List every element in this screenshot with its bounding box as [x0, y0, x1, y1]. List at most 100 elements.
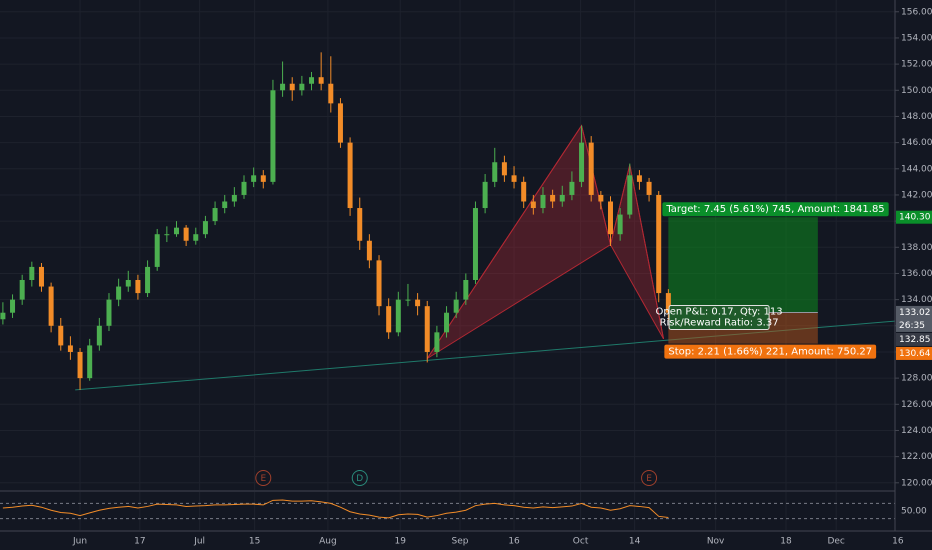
candle-body	[482, 181, 488, 209]
candle-body	[10, 299, 16, 313]
price-label: 130.64	[899, 349, 931, 359]
candle-body	[289, 83, 295, 91]
candle-body	[154, 234, 160, 267]
x-tick-label: Aug	[319, 537, 337, 547]
candle-body	[395, 299, 401, 333]
y-tick-label: 142.00	[901, 190, 932, 200]
candle-body	[106, 299, 112, 326]
x-tick-label: 16	[508, 537, 520, 547]
y-tick-label: 134.00	[901, 295, 932, 305]
price-label: 140.30	[899, 213, 931, 223]
y-tick-label: 144.00	[901, 164, 932, 174]
candle-body	[0, 312, 6, 320]
x-tick-label: 15	[249, 537, 260, 547]
y-tick-label: 146.00	[901, 138, 932, 148]
candle-body	[588, 142, 594, 195]
price-label-bg	[896, 346, 932, 360]
price-label: 132.85	[899, 335, 931, 345]
x-tick-label: 16	[892, 537, 904, 547]
candle-body	[318, 77, 324, 84]
candle-body	[540, 194, 546, 209]
y-tick-label: 150.00	[901, 86, 932, 96]
target-zone	[668, 217, 818, 313]
candle-body	[376, 260, 382, 307]
candle-body	[627, 175, 633, 215]
candle-body	[77, 351, 83, 379]
x-tick-label: Dec	[827, 537, 844, 547]
x-tick-label: 18	[780, 537, 792, 547]
pnl-label-bg	[668, 304, 770, 330]
event-marker	[255, 470, 272, 486]
candle-body	[38, 266, 44, 287]
candle-body	[299, 83, 305, 91]
candle-body	[405, 299, 411, 301]
time-axis-bg	[0, 531, 932, 550]
candle-body	[415, 299, 421, 307]
target-label: Target: 7.45 (5.61%) 745, Amount: 1841.8…	[665, 204, 884, 215]
candle-body	[434, 332, 440, 352]
price-axis-bg	[895, 0, 932, 531]
candle-body	[87, 345, 93, 379]
candle-body	[58, 325, 64, 346]
candle-body	[511, 175, 517, 182]
x-tick-label: 19	[395, 537, 407, 547]
event-marker	[641, 470, 658, 486]
y-tick-label: 138.00	[901, 243, 932, 253]
candle-body	[424, 306, 430, 352]
candle-body	[309, 77, 315, 84]
candle-body	[328, 83, 334, 104]
candle-body	[222, 201, 228, 209]
x-tick-label: 17	[134, 537, 145, 547]
candle-body	[530, 201, 536, 209]
osc-tick-label: 50.00	[901, 507, 927, 517]
candle-body	[569, 181, 575, 195]
candle-body	[135, 280, 141, 294]
x-tick-label: 14	[629, 537, 641, 547]
candle-body	[337, 103, 343, 143]
y-tick-label: 136.00	[901, 269, 932, 279]
countdown-label: 26:35	[899, 321, 925, 331]
candle-body	[521, 181, 527, 202]
candle-body	[347, 142, 353, 209]
candle-body	[164, 234, 170, 236]
candle-body	[193, 234, 199, 241]
y-tick-label: 154.00	[901, 33, 932, 43]
stop-label-bg	[664, 344, 877, 359]
candle-body	[472, 208, 478, 280]
event-marker	[351, 470, 368, 486]
pnl-label: Open P&L: 0.17, Qty: 113	[656, 306, 783, 317]
candle-body	[559, 194, 565, 202]
y-tick-label: 156.00	[901, 7, 932, 17]
candle-body	[636, 175, 642, 182]
x-tick-label: Jul	[193, 537, 205, 547]
candle-body	[453, 299, 459, 313]
candle-body	[607, 201, 613, 235]
candle-body	[501, 162, 507, 176]
y-tick-label: 124.00	[901, 426, 932, 436]
candle-body	[212, 208, 218, 222]
candle-body	[96, 325, 102, 346]
candle-body	[280, 83, 286, 91]
candle-body	[202, 221, 208, 235]
candle-body	[444, 312, 450, 333]
price-label-bg	[896, 332, 932, 346]
price-label-bg	[896, 305, 932, 332]
y-tick-label: 120.00	[901, 478, 932, 488]
candle-body	[270, 90, 276, 182]
candle-body	[665, 293, 671, 313]
oscillator-line	[2, 499, 669, 519]
candle-body	[19, 280, 25, 300]
x-tick-label: Sep	[452, 537, 469, 547]
y-tick-label: 126.00	[901, 400, 932, 410]
x-tick-label: Oct	[573, 537, 589, 547]
candle-body	[598, 194, 604, 202]
target-label-bg	[662, 202, 889, 217]
candle-body	[125, 280, 131, 287]
event-label: E	[646, 474, 652, 484]
candle-body	[241, 181, 247, 195]
candle-body	[646, 181, 652, 195]
price-label-bg	[896, 210, 932, 224]
y-tick-label: 148.00	[901, 112, 932, 122]
x-tick-label: Jun	[72, 537, 87, 547]
y-tick-label: 128.00	[901, 374, 932, 384]
